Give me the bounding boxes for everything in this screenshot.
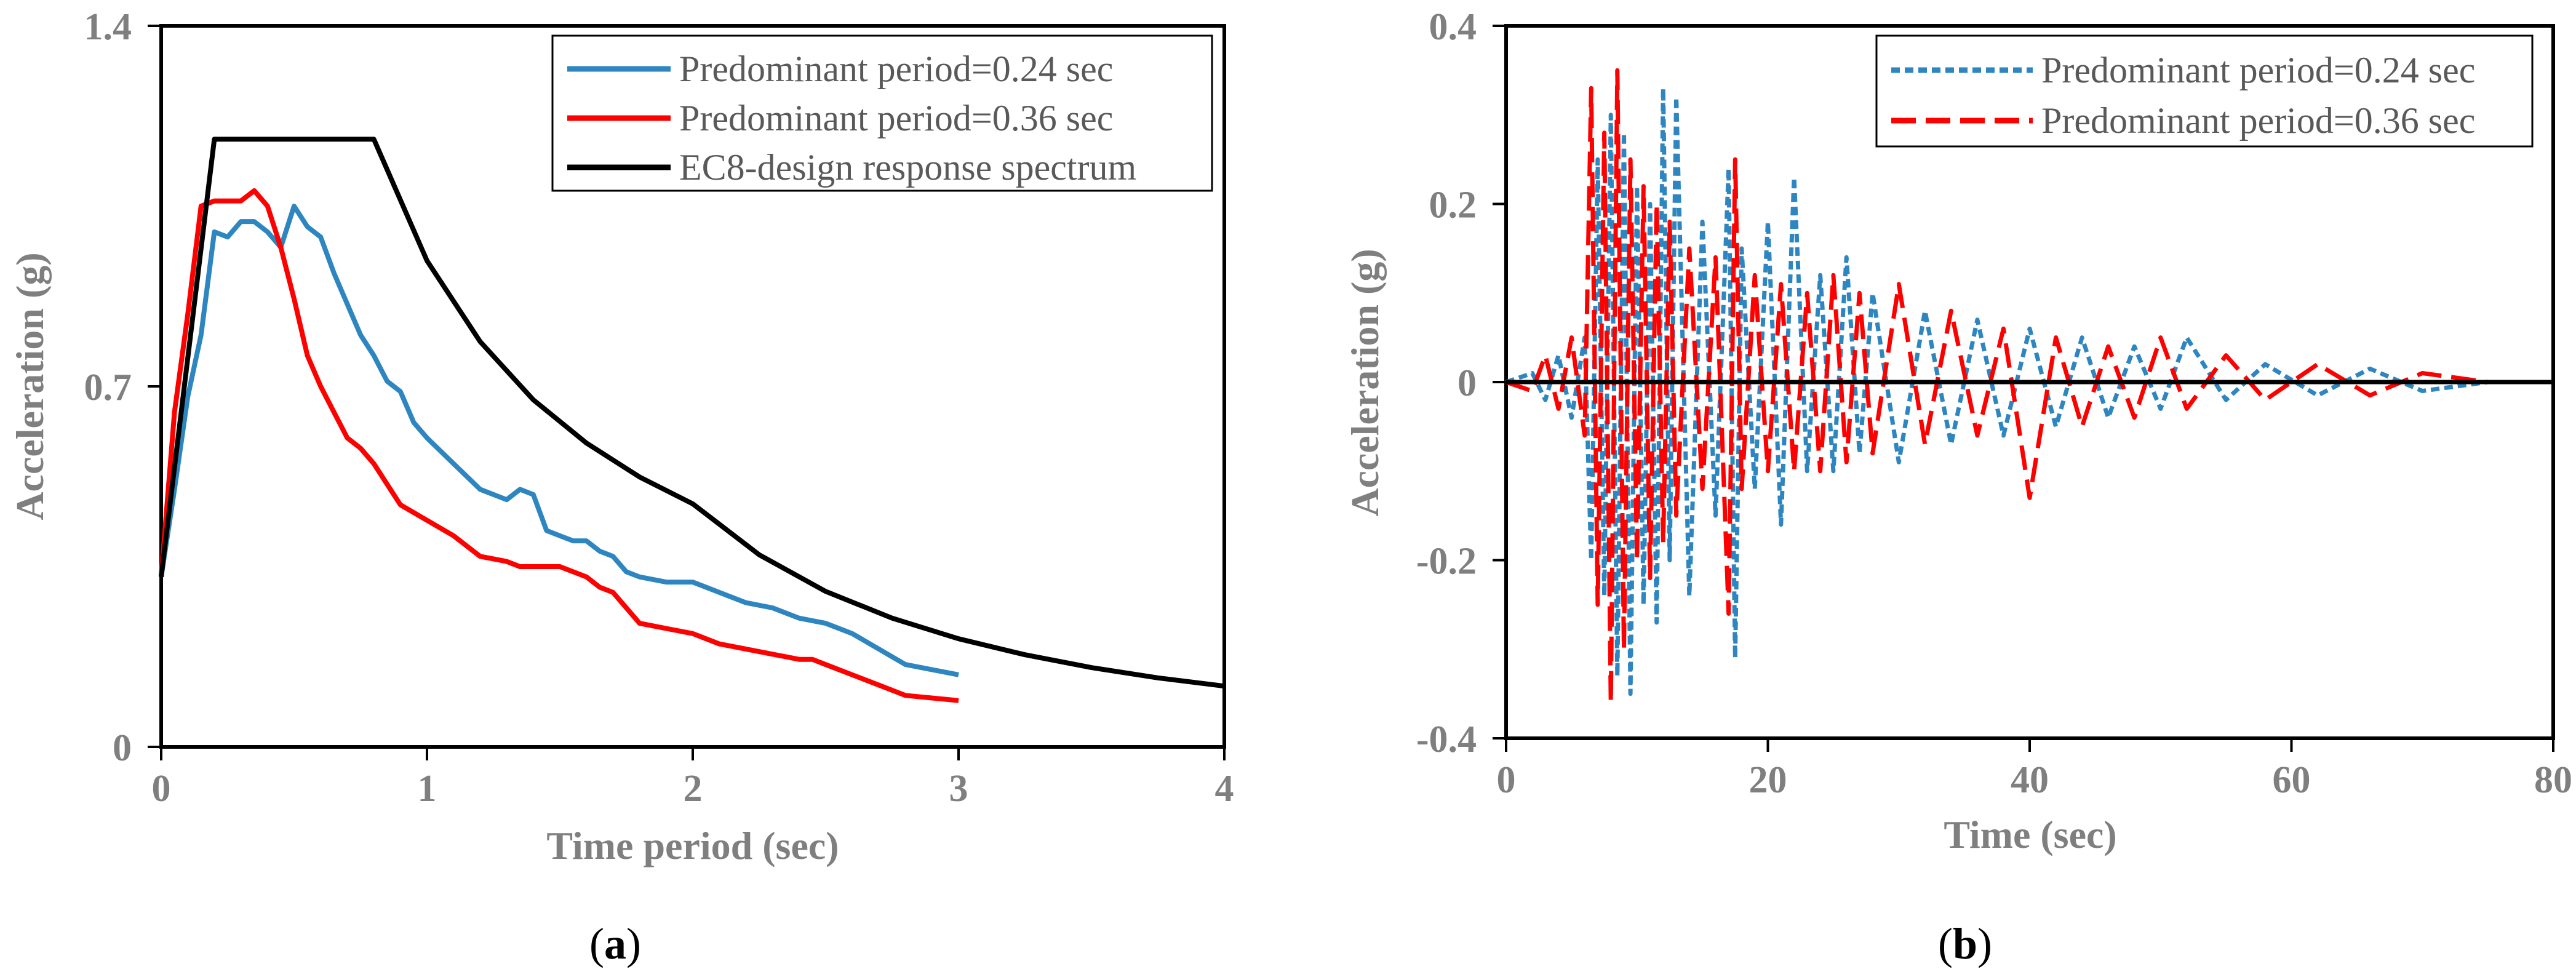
panel-a-ytick-label-1: 0.7: [84, 367, 132, 409]
panel-a-caption: (a): [589, 919, 641, 968]
panel-a-xtick-label-0: 0: [152, 768, 171, 810]
panel-a-xtick-label-3: 3: [949, 768, 968, 810]
panel-b-ticks: 0 20 40 60 80 -0.4 -0.2 0 0.2 0.4: [1416, 6, 2572, 801]
panel-b-ytick-label-4: 0.4: [1429, 6, 1477, 48]
panel-a-legend-label-1: Predominant period=0.36 sec: [679, 98, 1113, 138]
panel-b-caption-letter: b: [1953, 919, 1977, 968]
panel-b-legend-label-1: Predominant period=0.36 sec: [2041, 100, 2475, 141]
panel-a-ytick-label-0: 0: [113, 727, 132, 769]
panel-a-ticks: 0 1 2 3 4 0 0.7 1.4: [84, 6, 1234, 810]
panel-b-xlabel: Time (sec): [1944, 813, 2116, 856]
panel-a-caption-letter: a: [604, 919, 626, 968]
panel-b-caption: (b): [1938, 919, 1992, 968]
panel-a-xtick-label-4: 4: [1215, 768, 1234, 810]
panel-b-xtick-label-1: 20: [1749, 759, 1787, 801]
panel-b-ytick-label-3: 0.2: [1429, 185, 1477, 226]
panel-a-xlabel: Time period (sec): [546, 824, 839, 867]
panel-b-xtick-label-2: 40: [2011, 759, 2049, 801]
panel-a-xtick-label-1: 1: [418, 768, 437, 810]
panel-b-xtick-label-0: 0: [1497, 759, 1516, 801]
panel-a-ytick-label-2: 1.4: [84, 6, 132, 48]
panel-b-ytick-label-0: -0.4: [1416, 719, 1477, 760]
panel-a-series-line-1: [159, 188, 959, 703]
panel-b-legend-label-0: Predominant period=0.24 sec: [2041, 50, 2475, 90]
panel-b-ylabel: Acceleration (g): [1343, 249, 1387, 516]
panel-b-series: [1505, 68, 2553, 705]
panel-b-xtick-label-3: 60: [2273, 759, 2311, 801]
panel-a: 0 1 2 3 4 0 0.7 1.4 Time period (sec) Accelerat…: [8, 6, 1234, 968]
panel-b-series-line-0: [1505, 86, 2489, 696]
panel-b-xtick-label-4: 80: [2534, 759, 2572, 801]
panel-a-legend-label-2: EC8-design response spectrum: [679, 147, 1136, 188]
panel-b: 0 20 40 60 80 -0.4 -0.2 0 0.2 0.4 Time (sec) Acce…: [1343, 6, 2572, 968]
panel-a-series: [159, 137, 1225, 703]
panel-b-series-line-1: [1505, 68, 2489, 705]
panel-a-ylabel: Acceleration (g): [8, 252, 52, 520]
panel-a-legend-label-0: Predominant period=0.24 sec: [679, 49, 1113, 89]
panel-b-ytick-label-2: 0: [1457, 362, 1477, 404]
panel-a-legend: Predominant period=0.24 sec Predominant …: [551, 34, 1213, 192]
panel-a-series-line-2: [159, 137, 1225, 689]
panel-a-xtick-label-2: 2: [684, 768, 703, 810]
panel-b-ytick-label-1: -0.2: [1416, 541, 1477, 583]
panel-b-legend-box: [1875, 34, 2534, 148]
panel-a-series-line-0: [159, 204, 959, 677]
panel-b-legend: Predominant period=0.24 sec Predominant …: [1875, 34, 2534, 148]
